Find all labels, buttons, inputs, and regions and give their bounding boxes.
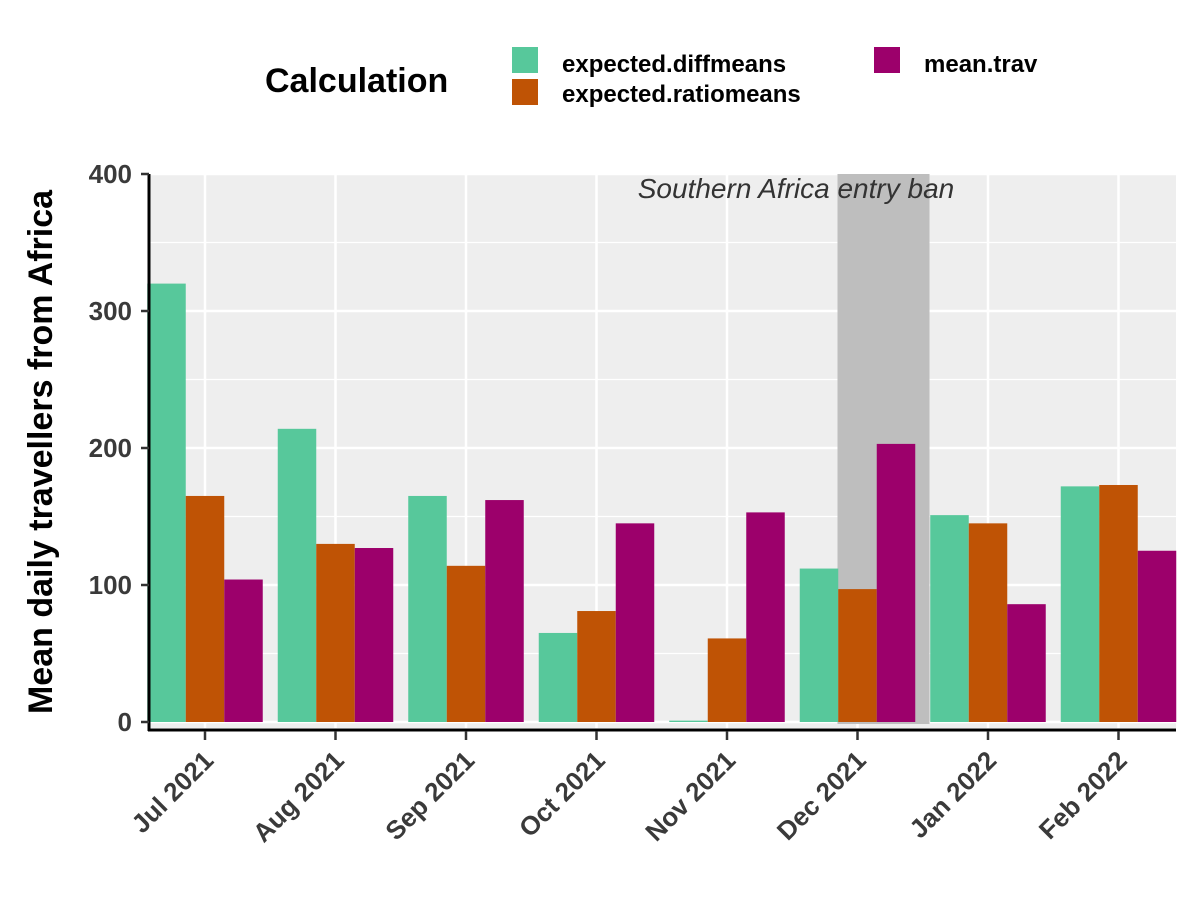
y-axis-ticks: 0 100 200 300 400 [89, 159, 149, 737]
legend-label-expected-diffmeans: expected.diffmeans [562, 51, 786, 78]
bar-expected-ratiomeans-jul-2021 [185, 495, 225, 722]
bar-expected-diffmeans-jul-2021 [147, 283, 186, 722]
bar-expected-diffmeans-jan-2022 [930, 515, 969, 722]
bar-expected-ratiomeans-sep-2021 [446, 565, 486, 722]
bar-mean-trav-dec-2021 [876, 443, 916, 722]
legend-item-expected-diffmeans: expected.diffmeans [512, 47, 786, 78]
bars [147, 283, 1177, 722]
bar-expected-diffmeans-dec-2021 [799, 568, 839, 722]
legend-label-expected-ratiomeans: expected.ratiomeans [562, 81, 801, 108]
bar-mean-trav-oct-2021 [615, 523, 655, 722]
bar-expected-diffmeans-feb-2022 [1060, 486, 1100, 722]
legend-swatch-expected-ratiomeans [512, 79, 538, 105]
bar-expected-diffmeans-nov-2021 [669, 720, 708, 722]
bar-expected-ratiomeans-dec-2021 [838, 589, 877, 722]
bar-mean-trav-sep-2021 [485, 500, 524, 722]
y-tick-label: 200 [89, 433, 132, 463]
entry-ban-annotation: Southern Africa entry ban [638, 173, 954, 204]
legend-swatch-expected-diffmeans [512, 47, 538, 73]
bar-expected-ratiomeans-oct-2021 [577, 611, 616, 722]
legend-label-mean-trav: mean.trav [924, 51, 1038, 78]
bar-expected-diffmeans-aug-2021 [277, 428, 317, 722]
legend-swatch-mean-trav [874, 47, 900, 73]
bar-mean-trav-nov-2021 [746, 512, 785, 722]
bar-expected-ratiomeans-jan-2022 [968, 523, 1008, 722]
bar-mean-trav-jan-2022 [1007, 604, 1046, 722]
y-axis-title: Mean daily travellers from Africa [22, 189, 60, 714]
bar-expected-ratiomeans-aug-2021 [316, 543, 355, 722]
legend-item-mean-trav: mean.trav [874, 47, 1038, 78]
legend: Calculation expected.diffmeans expected.… [265, 47, 1038, 108]
bar-mean-trav-feb-2022 [1137, 550, 1177, 722]
bar-mean-trav-jul-2021 [224, 579, 263, 722]
bar-expected-diffmeans-oct-2021 [538, 632, 578, 722]
legend-title: Calculation [265, 62, 448, 100]
bar-expected-ratiomeans-nov-2021 [707, 638, 747, 722]
bar-expected-diffmeans-sep-2021 [408, 495, 447, 722]
bar-expected-ratiomeans-feb-2022 [1099, 484, 1138, 722]
y-tick-label: 100 [89, 570, 132, 600]
bar-mean-trav-aug-2021 [354, 548, 394, 722]
y-tick-label: 400 [89, 159, 132, 189]
y-tick-label: 0 [118, 707, 132, 737]
legend-item-expected-ratiomeans: expected.ratiomeans [512, 79, 801, 108]
y-tick-label: 300 [89, 296, 132, 326]
